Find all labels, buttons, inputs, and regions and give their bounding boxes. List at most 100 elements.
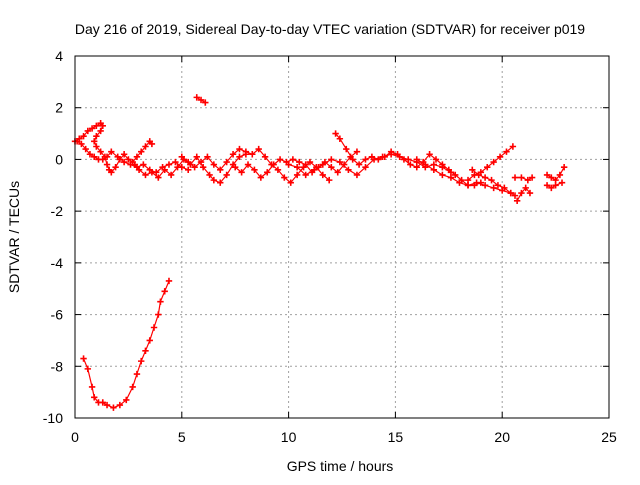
data-point xyxy=(185,166,192,173)
data-point xyxy=(86,151,94,158)
data-point xyxy=(552,182,559,189)
y-tick-label: -6 xyxy=(51,307,64,323)
data-point xyxy=(287,179,294,186)
data-point xyxy=(229,151,237,158)
data-point xyxy=(447,174,455,181)
x-tick-label: 5 xyxy=(178,429,186,445)
data-point xyxy=(328,156,335,163)
data-point xyxy=(488,176,495,184)
data-point xyxy=(202,99,209,106)
data-point xyxy=(332,130,339,137)
data-point xyxy=(150,324,158,331)
data-point xyxy=(302,161,309,168)
data-point xyxy=(413,163,420,171)
data-point xyxy=(84,127,92,135)
data-point xyxy=(191,163,198,171)
data-point xyxy=(236,145,243,153)
data-point xyxy=(161,288,168,295)
data-point xyxy=(99,399,106,406)
data-point xyxy=(426,151,433,158)
data-point xyxy=(249,151,256,158)
data-point xyxy=(155,174,162,181)
y-tick-label: -8 xyxy=(51,358,64,374)
data-point xyxy=(80,132,87,140)
data-point xyxy=(155,311,162,318)
data-point xyxy=(129,383,136,391)
data-point xyxy=(334,169,341,176)
x-tick-label: 25 xyxy=(601,429,617,445)
data-point xyxy=(432,156,440,163)
data-point xyxy=(543,171,551,179)
data-point xyxy=(456,179,463,186)
data-point xyxy=(131,161,139,168)
data-point xyxy=(99,122,106,130)
data-point xyxy=(381,153,388,161)
data-point xyxy=(93,122,100,130)
data-layer xyxy=(71,94,568,411)
data-point xyxy=(543,182,551,189)
data-point xyxy=(223,158,230,166)
data-point xyxy=(439,171,446,179)
data-point xyxy=(120,151,128,158)
data-point xyxy=(509,143,517,150)
data-point xyxy=(80,355,87,362)
data-point xyxy=(97,148,104,155)
data-point xyxy=(148,140,156,148)
data-point xyxy=(452,171,459,179)
data-point xyxy=(138,148,145,155)
data-point xyxy=(353,148,361,155)
data-point xyxy=(193,153,200,161)
data-point xyxy=(142,347,149,354)
data-point xyxy=(319,161,326,168)
data-point xyxy=(407,161,414,168)
data-point xyxy=(84,365,92,373)
data-point xyxy=(93,132,100,140)
data-point xyxy=(232,163,239,171)
data-series-line xyxy=(288,153,452,176)
data-point xyxy=(285,161,292,168)
chart-title: Day 216 of 2019, Sidereal Day-to-day VTE… xyxy=(75,21,585,37)
data-point xyxy=(473,179,480,186)
data-point xyxy=(217,166,224,173)
data-point xyxy=(430,166,438,173)
y-tick-label: -2 xyxy=(51,203,64,219)
data-point xyxy=(524,176,532,184)
data-point xyxy=(349,156,356,163)
data-point xyxy=(97,127,104,135)
data-point xyxy=(518,174,525,181)
data-point xyxy=(133,153,141,161)
data-point xyxy=(123,396,130,404)
data-point xyxy=(548,184,555,192)
data-point xyxy=(110,404,117,411)
data-point xyxy=(165,161,173,168)
data-point xyxy=(343,145,350,153)
data-series-line xyxy=(181,148,330,184)
data-point xyxy=(496,153,504,161)
data-point xyxy=(362,163,369,171)
data-point xyxy=(528,174,536,181)
data-point xyxy=(355,161,363,168)
data-point xyxy=(325,176,333,184)
data-point xyxy=(142,143,149,150)
data-point xyxy=(475,171,482,179)
data-point xyxy=(133,370,141,378)
data-point xyxy=(511,192,519,199)
data-point xyxy=(91,138,98,145)
data-point xyxy=(172,158,179,166)
data-point xyxy=(548,174,555,181)
data-point xyxy=(197,96,205,104)
data-point xyxy=(501,184,508,192)
data-point xyxy=(293,171,301,179)
data-point xyxy=(464,176,472,184)
data-point xyxy=(99,156,106,163)
data-point xyxy=(518,189,525,197)
data-point xyxy=(103,153,111,161)
x-tick-label: 10 xyxy=(281,429,297,445)
y-axis-label: SDTVAR / TECUs xyxy=(6,181,22,293)
y-tick-label: -4 xyxy=(51,255,64,271)
data-point xyxy=(244,161,252,168)
data-point xyxy=(114,153,121,161)
data-point xyxy=(146,337,153,344)
data-point xyxy=(490,184,497,192)
